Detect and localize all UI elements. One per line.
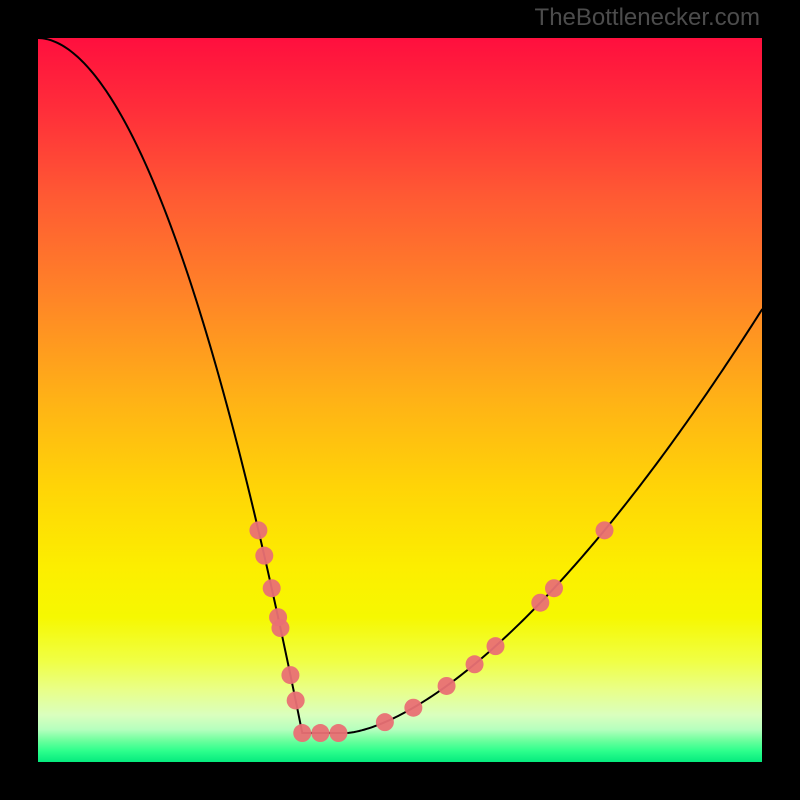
marker-right-3 — [466, 655, 484, 673]
marker-bottom-0 — [293, 724, 311, 742]
plot-area — [38, 38, 762, 762]
markers-layer — [38, 38, 762, 762]
marker-left-1 — [255, 547, 273, 565]
marker-right-6 — [545, 579, 563, 597]
marker-right-1 — [404, 699, 422, 717]
marker-right-7 — [596, 521, 614, 539]
marker-right-5 — [531, 594, 549, 612]
marker-left-4 — [271, 619, 289, 637]
marker-left-6 — [287, 691, 305, 709]
marker-left-0 — [249, 521, 267, 539]
watermark-text: TheBottlenecker.com — [535, 4, 760, 32]
marker-left-2 — [263, 579, 281, 597]
marker-left-5 — [281, 666, 299, 684]
marker-right-2 — [438, 677, 456, 695]
marker-bottom-2 — [329, 724, 347, 742]
chart-stage: TheBottlenecker.com — [0, 0, 800, 800]
marker-bottom-1 — [311, 724, 329, 742]
marker-right-0 — [376, 713, 394, 731]
marker-right-4 — [487, 637, 505, 655]
